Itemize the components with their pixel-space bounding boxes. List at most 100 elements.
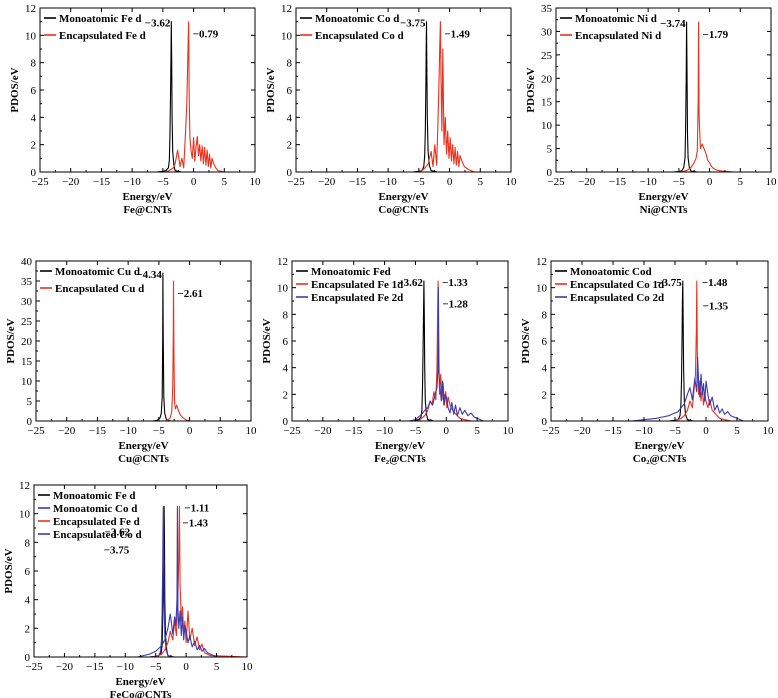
y-tick-label: 5 — [27, 396, 33, 408]
y-tick-label: 8 — [283, 309, 289, 321]
y-tick-label: 35 — [21, 276, 33, 288]
y-tick-label: 15 — [541, 97, 553, 109]
x-tick-label: 5 — [218, 425, 224, 437]
x-tick-label: −15 — [89, 425, 107, 437]
x-axis-label: Energy/eV — [115, 676, 165, 688]
x-tick-label: 0 — [187, 425, 193, 437]
x-tick-label: −15 — [93, 176, 111, 188]
y-tick-label: 0 — [542, 416, 548, 428]
panel-caption: Fe₂@CNTs — [374, 453, 426, 465]
chart-co2: −25 −20 −15 −10 −5 0 5 10 0 2 4 6 8 10 12 Energy/eVCo₂@… — [520, 256, 774, 465]
y-tick-label: 40 — [21, 256, 33, 268]
x-tick-label: −20 — [314, 425, 332, 437]
y-tick-label: 0 — [27, 416, 33, 428]
peak-annotation: −4.34 — [136, 269, 162, 281]
x-tick-label: 0 — [191, 176, 197, 188]
series-line-3 — [551, 356, 768, 421]
panel-caption: Fe@CNTs — [123, 204, 172, 216]
series-line-1 — [296, 21, 511, 172]
peak-annotation: −1.79 — [703, 29, 729, 41]
x-axis-label: Energy/eV — [122, 191, 172, 203]
y-tick-label: 35 — [541, 3, 553, 15]
peak-annotation: −0.79 — [193, 29, 219, 41]
legend-entry: Encapsulated Cu d — [55, 283, 144, 295]
series-line-2 — [296, 21, 511, 172]
peak-annotation: −1.33 — [442, 277, 468, 289]
series-group — [551, 280, 768, 421]
y-tick-label: 2 — [31, 140, 37, 152]
x-tick-label: 10 — [763, 425, 775, 437]
legend-entry: Encapsulated Fe 2d — [311, 292, 403, 304]
x-tick-label: 10 — [242, 661, 254, 673]
chart-cu: −25 −20 −15 −10 −5 0 5 10 0 5 10 15 20 25 30 35 40 Energy… — [5, 256, 257, 465]
x-tick-label: −5 — [413, 176, 425, 188]
y-tick-label: 2 — [25, 623, 31, 635]
y-axis-label: PDOS/eV — [265, 67, 277, 112]
series-line-2 — [36, 280, 251, 421]
series-group — [556, 21, 771, 172]
chart-fe2: −25 −20 −15 −10 −5 0 5 10 0 2 4 6 8 10 12 Energy/eVFe₂@… — [261, 256, 514, 465]
legend-entry: Encapsulated Co 2d — [570, 292, 664, 304]
y-axis-label: PDOS/eV — [261, 318, 273, 363]
x-tick-label: 0 — [707, 176, 713, 188]
peak-annotation: −1.43 — [182, 518, 208, 530]
series-group — [34, 505, 247, 657]
panel-caption: Co@CNTs — [378, 204, 429, 216]
x-tick-label: −10 — [376, 425, 394, 437]
y-tick-label: 6 — [283, 336, 289, 348]
series-group — [36, 272, 251, 421]
x-tick-label: 10 — [766, 176, 778, 188]
y-tick-label: 8 — [542, 309, 548, 321]
legend: Monoatomic Fe d Encapsulated Fe d — [44, 13, 146, 42]
x-tick-label: 5 — [214, 661, 220, 673]
y-tick-label: 20 — [541, 73, 553, 85]
x-tick-label: −5 — [410, 425, 422, 437]
peak-annotation: −3.62 — [145, 18, 171, 30]
x-axis-label: Energy/eV — [378, 191, 428, 203]
y-tick-label: 5 — [547, 144, 553, 156]
y-tick-label: 12 — [277, 256, 288, 268]
x-tick-label: −5 — [157, 176, 169, 188]
x-tick-label: −20 — [578, 176, 596, 188]
y-tick-label: 4 — [283, 363, 289, 375]
peak-annotation: −3.74 — [660, 18, 686, 30]
legend-entry: Encapsulated Co d — [53, 529, 142, 541]
legend-entry: Encapsulated Co 1d — [570, 279, 664, 291]
series-line-2 — [556, 21, 771, 172]
y-tick-label: 8 — [287, 58, 293, 70]
peak-annotation: −1.11 — [184, 503, 209, 515]
peak-annotation: −3.62 — [105, 527, 131, 539]
y-axis-label: PDOS/eV — [525, 67, 537, 112]
y-tick-label: 2 — [287, 140, 293, 152]
x-tick-label: −10 — [117, 661, 135, 673]
legend-entry: Monoatomic Co d — [315, 13, 399, 25]
y-tick-label: 30 — [541, 26, 553, 38]
chart-ni: −25 −20 −15 −10 −5 0 5 10 0 5 10 15 20 25 30 35 Energy/e… — [525, 3, 777, 216]
x-tick-label: 0 — [703, 425, 709, 437]
y-tick-label: 25 — [21, 316, 33, 328]
y-tick-label: 0 — [31, 167, 37, 179]
y-tick-label: 0 — [547, 167, 553, 179]
x-tick-label: 5 — [474, 425, 480, 437]
y-tick-label: 2 — [283, 389, 289, 401]
y-tick-label: 2 — [542, 389, 548, 401]
legend-entry: Encapsulated Fe d — [59, 30, 146, 42]
x-tick-label: −10 — [120, 425, 138, 437]
y-tick-label: 10 — [21, 376, 33, 388]
y-tick-label: 10 — [277, 283, 289, 295]
series-line-3 — [292, 287, 508, 421]
series-line-1 — [292, 280, 508, 421]
y-axis-label: PDOS/eV — [3, 548, 15, 593]
legend-entry: Monoatomic Co d — [53, 503, 137, 515]
y-tick-label: 20 — [21, 336, 33, 348]
x-tick-label: 10 — [250, 176, 262, 188]
y-tick-label: 6 — [542, 336, 548, 348]
x-tick-label: 10 — [506, 176, 518, 188]
y-tick-label: 12 — [25, 3, 36, 15]
chart-co: −25 −20 −15 −10 −5 0 5 10 0 2 4 6 8 10 12 Energy/eVCo@C… — [265, 3, 517, 216]
x-tick-label: −5 — [669, 425, 681, 437]
x-tick-label: −20 — [56, 661, 74, 673]
y-axis-label: PDOS/eV — [9, 67, 21, 112]
x-tick-label: −15 — [345, 425, 363, 437]
